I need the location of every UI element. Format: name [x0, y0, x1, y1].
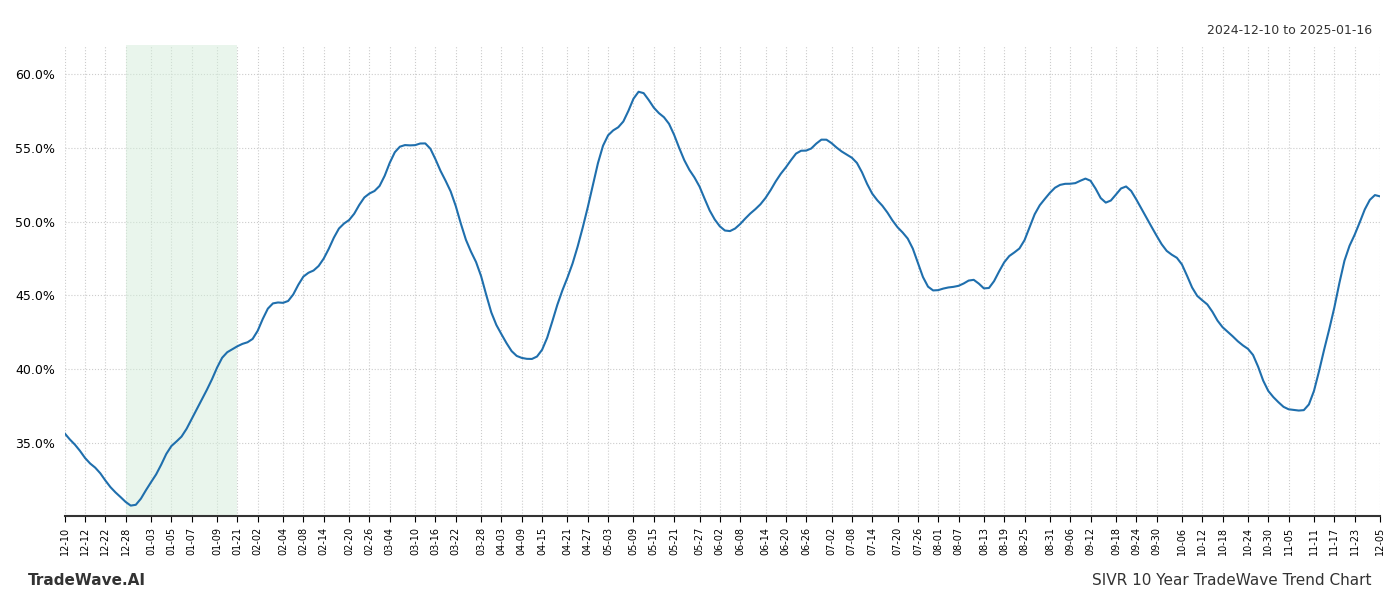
Bar: [126, 45, 238, 516]
Text: TradeWave.AI: TradeWave.AI: [28, 573, 146, 588]
Text: 2024-12-10 to 2025-01-16: 2024-12-10 to 2025-01-16: [1207, 24, 1372, 37]
Text: SIVR 10 Year TradeWave Trend Chart: SIVR 10 Year TradeWave Trend Chart: [1092, 573, 1372, 588]
